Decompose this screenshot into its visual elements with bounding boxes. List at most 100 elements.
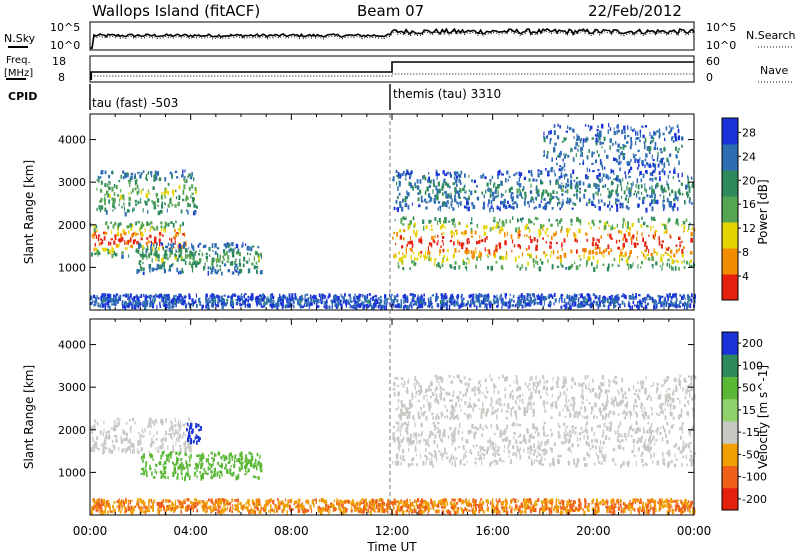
echo-cell bbox=[545, 189, 547, 194]
echo-cell bbox=[186, 179, 188, 184]
freq-trace bbox=[90, 61, 694, 80]
echo-cell bbox=[135, 232, 137, 237]
echo-cell bbox=[398, 180, 400, 183]
echo-cell bbox=[511, 250, 513, 253]
echo-cell bbox=[164, 476, 167, 479]
freq-panel bbox=[89, 55, 695, 83]
echo-cell bbox=[502, 430, 506, 434]
echo-cell bbox=[100, 170, 104, 175]
echo-cell bbox=[479, 250, 481, 254]
echo-cell bbox=[326, 298, 328, 301]
echo-cell bbox=[560, 441, 563, 445]
echo-cell bbox=[251, 262, 254, 266]
echo-cell bbox=[653, 130, 655, 136]
echo-cell bbox=[599, 130, 602, 135]
echo-cell bbox=[644, 125, 648, 128]
echo-cell bbox=[523, 234, 525, 237]
echo-cell bbox=[104, 436, 107, 440]
echo-cell bbox=[171, 250, 173, 254]
echo-cell bbox=[427, 251, 430, 255]
echo-cell bbox=[225, 457, 228, 460]
echo-cell bbox=[599, 440, 602, 445]
echo-cell bbox=[571, 443, 574, 448]
echo-cell bbox=[688, 199, 691, 204]
echo-cell bbox=[113, 420, 116, 424]
echo-cell bbox=[556, 178, 558, 182]
echo-cell bbox=[239, 467, 241, 472]
echo-cell bbox=[510, 186, 513, 190]
echo-cell bbox=[260, 270, 263, 275]
echo-cell bbox=[445, 295, 448, 300]
echo-cell bbox=[171, 247, 173, 252]
echo-cell bbox=[129, 183, 131, 187]
echo-cell bbox=[120, 435, 122, 440]
echo-cell bbox=[614, 380, 617, 384]
echo-cell bbox=[639, 139, 641, 143]
echo-cell bbox=[444, 447, 446, 452]
echo-cell bbox=[666, 157, 669, 162]
echo-cell bbox=[156, 171, 159, 176]
echo-cell bbox=[670, 402, 672, 405]
echo-cell bbox=[630, 265, 633, 268]
echo-cell bbox=[139, 260, 142, 263]
echo-cell bbox=[692, 181, 694, 186]
echo-cell bbox=[467, 206, 470, 212]
echo-cell bbox=[105, 297, 108, 301]
echo-cell bbox=[473, 386, 476, 390]
echo-cell bbox=[427, 246, 429, 251]
echo-cell bbox=[502, 256, 505, 261]
echo-cell bbox=[629, 264, 632, 269]
echo-cell bbox=[108, 430, 110, 434]
echo-cell bbox=[504, 240, 507, 246]
echo-cell bbox=[220, 456, 223, 460]
echo-cell bbox=[217, 300, 219, 304]
echo-cell bbox=[441, 232, 443, 235]
echo-cell bbox=[619, 445, 622, 450]
echo-cell bbox=[644, 439, 647, 442]
echo-cell bbox=[628, 197, 629, 201]
echo-cell bbox=[330, 299, 333, 303]
echo-cell bbox=[561, 193, 564, 196]
echo-cell bbox=[486, 254, 489, 257]
echo-cell bbox=[548, 201, 551, 205]
echo-cell bbox=[655, 230, 658, 233]
echo-cell bbox=[558, 152, 562, 157]
echo-cell bbox=[561, 166, 564, 170]
echo-cell bbox=[663, 463, 666, 466]
echo-cell bbox=[528, 438, 531, 443]
echo-cell bbox=[669, 263, 671, 269]
echo-cell bbox=[616, 125, 618, 129]
echo-cell bbox=[426, 388, 429, 392]
echo-cell bbox=[653, 237, 656, 241]
echo-cell bbox=[601, 164, 603, 168]
echo-cell bbox=[240, 303, 243, 307]
echo-cell bbox=[644, 255, 647, 260]
echo-cell bbox=[198, 261, 201, 265]
echo-cell bbox=[148, 191, 150, 196]
echo-cell bbox=[628, 294, 630, 299]
nsky-label: N.Sky bbox=[4, 32, 36, 45]
echo-cell bbox=[684, 199, 686, 205]
echo-cell bbox=[652, 436, 655, 440]
echo-cell bbox=[146, 178, 148, 182]
echo-cell bbox=[570, 450, 572, 453]
echo-cell bbox=[108, 305, 111, 310]
echo-cell bbox=[512, 452, 515, 457]
echo-cell bbox=[487, 446, 490, 451]
echo-cell bbox=[668, 429, 671, 435]
echo-cell bbox=[552, 457, 555, 462]
echo-cell bbox=[517, 304, 520, 308]
echo-cell bbox=[588, 183, 591, 187]
echo-cell bbox=[180, 270, 183, 274]
echo-cell bbox=[662, 452, 664, 457]
echo-cell bbox=[345, 303, 347, 308]
echo-cell bbox=[634, 244, 637, 248]
echo-cell bbox=[486, 449, 489, 454]
echo-cell bbox=[408, 173, 411, 176]
echo-cell bbox=[418, 296, 420, 301]
echo-cell bbox=[535, 185, 538, 189]
echo-cell bbox=[544, 301, 546, 306]
echo-cell bbox=[259, 463, 263, 468]
echo-cell bbox=[566, 425, 569, 428]
echo-cell bbox=[402, 216, 405, 220]
